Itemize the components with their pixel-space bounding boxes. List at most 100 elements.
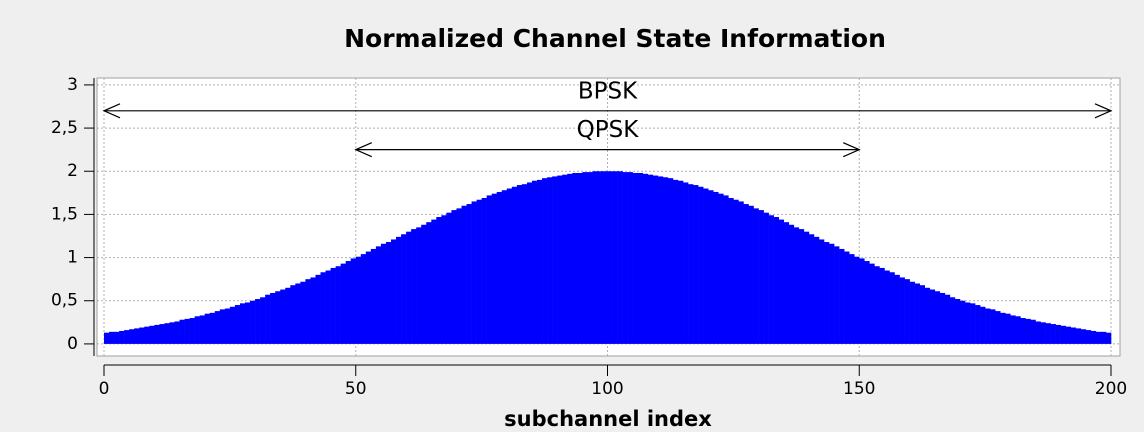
bar — [431, 219, 437, 344]
bar — [874, 266, 880, 344]
x-tick-label: 0 — [99, 379, 110, 399]
bar — [1070, 327, 1077, 344]
bar — [134, 328, 140, 344]
bar — [516, 185, 523, 344]
y-tick-label: 1,5 — [51, 204, 78, 224]
y-tick-label: 2 — [67, 161, 78, 181]
bar — [244, 302, 251, 344]
bar — [788, 224, 795, 344]
bar — [980, 306, 986, 344]
bar — [597, 171, 603, 344]
bar — [1075, 328, 1082, 344]
bar — [481, 198, 487, 344]
bar — [612, 171, 618, 344]
bar — [239, 303, 246, 344]
bar — [899, 277, 905, 344]
bar — [778, 219, 785, 344]
bar — [426, 222, 432, 344]
bar — [803, 231, 810, 344]
bar — [904, 279, 910, 344]
bar — [1015, 316, 1021, 344]
bar — [924, 287, 931, 344]
bar — [255, 299, 261, 344]
y-tick-label: 1 — [67, 248, 78, 268]
bar — [743, 204, 749, 344]
bar — [214, 311, 221, 344]
bar — [365, 251, 372, 344]
bar — [421, 224, 427, 344]
bar — [914, 283, 920, 344]
bar — [667, 178, 674, 344]
bar — [592, 171, 598, 344]
bar — [582, 172, 588, 344]
bar — [834, 246, 840, 344]
bar — [919, 285, 926, 344]
bar — [320, 272, 326, 344]
bar — [632, 172, 639, 344]
bar — [280, 289, 286, 344]
bar — [995, 311, 1001, 344]
bar — [521, 184, 528, 344]
bar — [929, 289, 936, 344]
bar — [486, 195, 492, 344]
bar — [652, 175, 659, 344]
bar — [859, 258, 865, 344]
bar — [693, 185, 699, 344]
bar — [129, 329, 135, 344]
bar — [547, 177, 553, 344]
bar — [607, 171, 613, 344]
bar — [229, 306, 236, 344]
bar — [501, 190, 508, 344]
bar — [829, 243, 835, 344]
bar — [768, 215, 774, 344]
bar — [209, 312, 216, 344]
bar — [864, 261, 870, 344]
bar — [1030, 319, 1036, 344]
bar — [909, 281, 915, 344]
bar — [1105, 332, 1112, 344]
bar — [305, 279, 311, 344]
bar — [954, 299, 961, 344]
bar — [461, 205, 467, 344]
bar — [939, 292, 946, 344]
bar — [396, 236, 402, 344]
bar — [1045, 323, 1051, 344]
bar — [285, 287, 291, 344]
bar — [491, 193, 498, 344]
bar — [385, 242, 392, 344]
bar — [657, 176, 664, 344]
bar — [748, 205, 754, 344]
bar — [572, 172, 578, 344]
annotation-label: QPSK — [577, 117, 640, 143]
bar — [647, 174, 654, 344]
bar — [818, 239, 825, 344]
bar — [159, 324, 165, 344]
bar — [451, 210, 457, 344]
bar — [441, 215, 447, 344]
bar — [340, 263, 346, 344]
bar — [179, 319, 185, 344]
bar — [854, 256, 860, 344]
bar — [1100, 331, 1107, 344]
bar — [124, 330, 130, 344]
x-tick-label: 150 — [843, 379, 875, 399]
bar — [934, 291, 941, 344]
bar — [662, 177, 669, 344]
y-tick-label: 0,5 — [51, 291, 78, 311]
bar — [884, 270, 890, 344]
bar — [1010, 315, 1016, 344]
bar — [824, 242, 830, 344]
x-tick-label: 50 — [345, 379, 367, 399]
bar — [335, 266, 341, 344]
bar — [672, 179, 679, 344]
bar — [531, 180, 538, 344]
bar — [808, 234, 815, 344]
bar — [1040, 322, 1046, 344]
bar — [496, 191, 503, 344]
bar — [698, 186, 704, 344]
bar — [773, 217, 779, 344]
bar — [154, 324, 160, 344]
bar — [889, 272, 895, 344]
bar — [723, 195, 729, 344]
